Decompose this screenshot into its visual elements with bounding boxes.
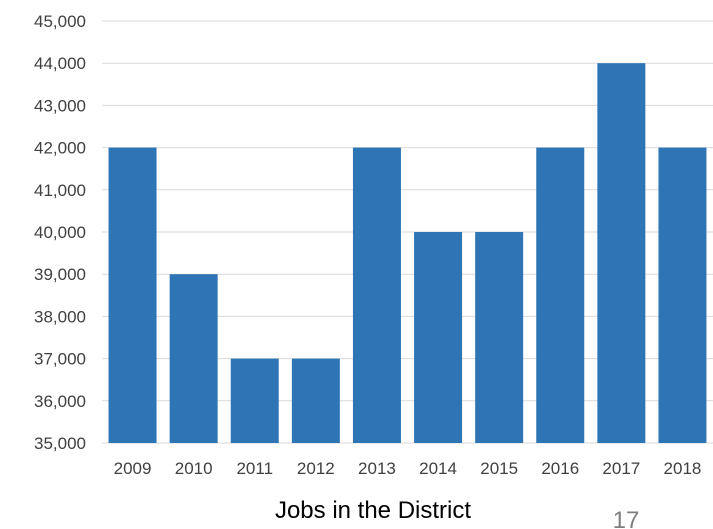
y-tick-label: 36,000 bbox=[34, 392, 86, 411]
x-tick-label: 2016 bbox=[541, 459, 579, 478]
bars bbox=[108, 63, 707, 443]
y-axis-tick-labels: 35,000 36,000 37,000 38,000 39,000 40,000 41,0… bbox=[34, 12, 86, 453]
y-tick-label: 41,000 bbox=[34, 181, 86, 200]
x-tick-label: 2011 bbox=[236, 459, 273, 478]
bar-2014 bbox=[414, 232, 463, 443]
x-tick-label: 2010 bbox=[175, 459, 213, 478]
y-tick-label: 43,000 bbox=[34, 96, 86, 115]
x-tick-label: 2009 bbox=[114, 459, 152, 478]
bar-2011 bbox=[230, 358, 279, 443]
y-tick-label: 42,000 bbox=[34, 139, 86, 158]
x-axis-title: Jobs in the District bbox=[275, 497, 471, 524]
bar-2013 bbox=[352, 147, 401, 443]
y-tick-label: 38,000 bbox=[34, 307, 86, 326]
bar-2016 bbox=[536, 147, 585, 443]
y-tick-label: 37,000 bbox=[34, 350, 86, 369]
x-tick-label: 2015 bbox=[480, 459, 518, 478]
page-number: 17 bbox=[613, 507, 640, 529]
y-tick-label: 35,000 bbox=[34, 434, 86, 453]
y-tick-label: 40,000 bbox=[34, 223, 86, 242]
bar-2017 bbox=[597, 63, 646, 443]
x-tick-label: 2012 bbox=[297, 459, 335, 478]
bar-2018 bbox=[658, 147, 707, 443]
x-tick-label: 2017 bbox=[602, 459, 640, 478]
y-tick-label: 45,000 bbox=[34, 12, 86, 31]
x-tick-label: 2018 bbox=[664, 459, 702, 478]
x-tick-label: 2013 bbox=[358, 459, 396, 478]
x-tick-label: 2014 bbox=[419, 459, 457, 478]
bar-2015 bbox=[475, 232, 524, 443]
bar-2010 bbox=[169, 274, 218, 443]
bar-2012 bbox=[291, 358, 340, 443]
y-tick-label: 44,000 bbox=[34, 54, 86, 73]
y-tick-label: 39,000 bbox=[34, 265, 86, 284]
bar-2009 bbox=[108, 147, 157, 443]
x-axis-tick-labels: 2009 2010 2011 2012 2013 2014 2015 2016 2017 2018 bbox=[114, 459, 702, 478]
